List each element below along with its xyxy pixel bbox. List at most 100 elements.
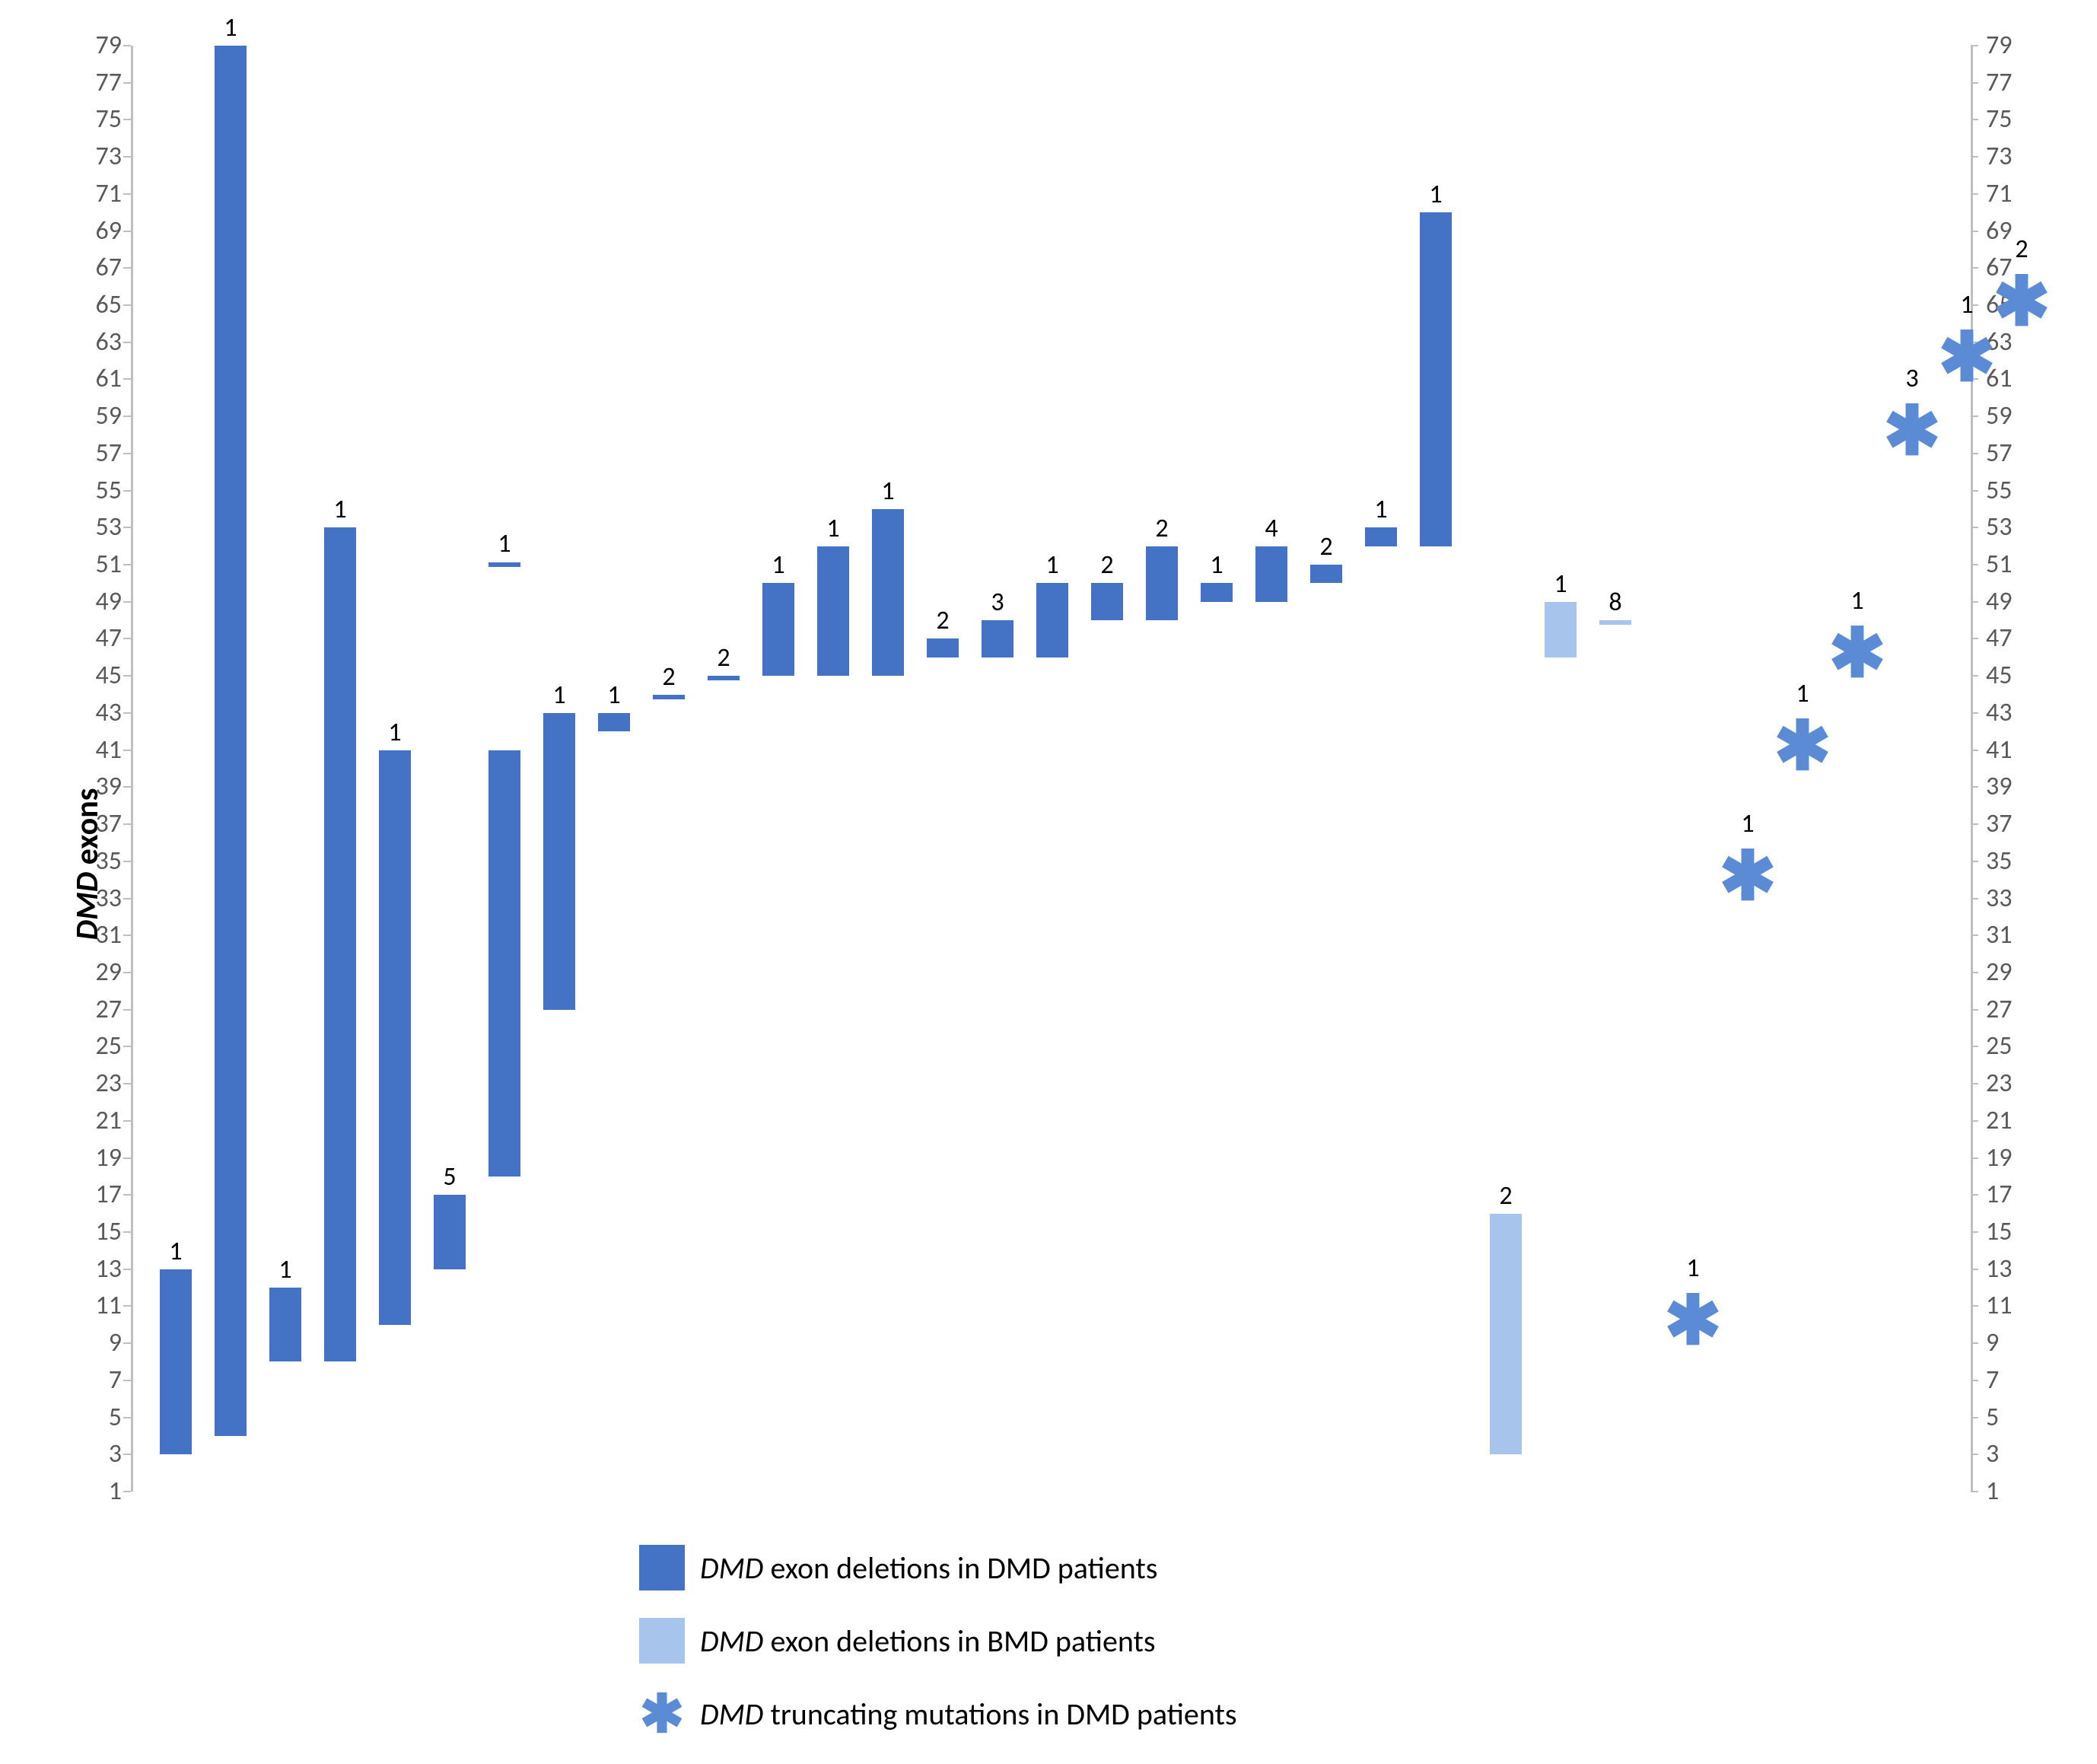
y-tick-right: 13 [1986, 1256, 2032, 1282]
dmd-deletion-bar [269, 1288, 301, 1361]
dmd-deletion-bar-count: 1 [607, 680, 620, 711]
truncating-star: ✱ [1664, 1287, 1721, 1355]
y-tick-left: 13 [76, 1256, 122, 1282]
y-tick-right: 73 [1986, 144, 2032, 170]
bmd-deletion-bar-count: 2 [1499, 1180, 1512, 1212]
y-tick-left: 61 [76, 366, 122, 392]
y-tick-right: 1 [1986, 1479, 2032, 1504]
y-tick-right: 45 [1986, 663, 2032, 689]
y-tick-left: 5 [76, 1405, 122, 1431]
dmd-deletion-bar [653, 695, 685, 699]
truncating-star: ✱ [1774, 712, 1831, 781]
y-tick-left: 29 [76, 960, 122, 985]
y-tick-right: 29 [1986, 960, 2032, 985]
y-tick-right: 33 [1986, 886, 2032, 912]
y-tick-left: 17 [76, 1182, 122, 1208]
dmd-deletion-bar [379, 750, 411, 1325]
y-tick-left: 41 [76, 737, 122, 763]
y-tick-right: 11 [1986, 1293, 2032, 1319]
y-tick-left: 35 [76, 849, 122, 874]
truncating-count: 1 [1960, 289, 1973, 320]
dmd-deletion-bar-count: 5 [443, 1161, 456, 1192]
y-tick-right: 41 [1986, 737, 2032, 763]
y-tick-right: 25 [1986, 1033, 2032, 1059]
legend-label: DMD exon deletions in DMD patients [700, 1549, 1157, 1587]
y-tick-left: 3 [76, 1441, 122, 1467]
y-tick-left: 47 [76, 626, 122, 651]
legend-swatch-icon [639, 1545, 685, 1590]
y-tick-left: 67 [76, 255, 122, 281]
legend-row: ✱ DMD truncating mutations in DMD patient… [639, 1691, 1237, 1737]
dmd-deletion-bar-count: 2 [662, 661, 675, 693]
legend-row: DMD exon deletions in DMD patients [639, 1545, 1237, 1590]
y-tick-left: 31 [76, 922, 122, 948]
dmd-deletion-count: 1 [498, 528, 511, 559]
dmd-deletion-bar-count: 1 [333, 494, 346, 525]
dmd-deletion-bar [1091, 583, 1123, 620]
truncating-count: 3 [1905, 363, 1918, 394]
dmd-deletion-bar [1255, 546, 1287, 602]
y-tick-left: 37 [76, 811, 122, 837]
y-tick-left: 9 [76, 1330, 122, 1356]
y-tick-right: 35 [1986, 849, 2032, 874]
dmd-deletion-bar [1420, 212, 1452, 546]
dmd-deletion-bar [1365, 527, 1397, 546]
y-tick-left: 53 [76, 514, 122, 540]
y-tick-right: 59 [1986, 403, 2032, 429]
dmd-exon-chart: DMD exons DMD exons 13579111315171921232… [0, 0, 2097, 1760]
y-tick-right: 31 [1986, 922, 2032, 948]
y-axis-line-right [1971, 46, 1973, 1492]
dmd-deletion-bar [598, 713, 630, 731]
y-tick-right: 53 [1986, 514, 2032, 540]
y-tick-left: 71 [76, 181, 122, 207]
y-tick-right: 19 [1986, 1145, 2032, 1171]
y-tick-left: 65 [76, 292, 122, 318]
bmd-deletion-bar [1545, 602, 1577, 658]
y-tick-left: 55 [76, 478, 122, 504]
plot-area: 111115111221112312214211218✱1✱1✱1✱1✱3✱1✱… [137, 46, 1963, 1492]
dmd-deletion-bar-count: 1 [881, 476, 894, 507]
dmd-deletion-bar [488, 750, 520, 1177]
dmd-deletion-bar [872, 509, 904, 676]
dmd-deletion-bar-count: 3 [991, 587, 1004, 618]
dmd-deletion-bar-count: 1 [772, 549, 784, 581]
dmd-deletion-bar-count: 1 [169, 1236, 182, 1267]
y-tick-left: 15 [76, 1219, 122, 1245]
y-tick-right: 37 [1986, 811, 2032, 837]
legend-label: DMD truncating mutations in DMD patients [700, 1696, 1237, 1733]
dmd-deletion-bar-count: 1 [826, 513, 839, 544]
y-tick-right: 49 [1986, 589, 2032, 615]
truncating-star: ✱ [1719, 842, 1776, 911]
y-tick-left: 63 [76, 330, 122, 355]
y-tick-left: 25 [76, 1033, 122, 1059]
y-tick-left: 7 [76, 1368, 122, 1393]
y-tick-right: 9 [1986, 1330, 2032, 1356]
dmd-deletion-bar [488, 562, 520, 567]
y-tick-right: 15 [1986, 1219, 2032, 1245]
dmd-deletion-bar [324, 527, 356, 1361]
dmd-deletion-bar-count: 1 [1045, 549, 1058, 581]
y-tick-left: 1 [76, 1479, 122, 1504]
truncating-count: 1 [1850, 585, 1863, 616]
dmd-deletion-bar-count: 1 [224, 12, 237, 43]
y-tick-right: 5 [1986, 1405, 2032, 1431]
legend-star-icon: ✱ [639, 1691, 685, 1737]
y-tick-left: 21 [76, 1108, 122, 1134]
dmd-deletion-bar-count: 2 [1155, 513, 1168, 544]
y-tick-right: 57 [1986, 441, 2032, 466]
y-tick-left: 79 [76, 33, 122, 59]
y-tick-right: 71 [1986, 181, 2032, 207]
y-axis-label-right: DMD exons [2092, 807, 2097, 884]
y-axis-ticks-left: 1357911131517192123252729313335373941434… [76, 46, 137, 1492]
y-tick-right: 51 [1986, 552, 2032, 578]
y-tick-left: 77 [76, 70, 122, 96]
dmd-deletion-bar-count: 1 [552, 680, 565, 711]
dmd-deletion-bar [1201, 583, 1233, 601]
y-tick-right: 43 [1986, 700, 2032, 726]
dmd-deletion-bar [160, 1269, 192, 1455]
dmd-deletion-bar-count: 4 [1265, 513, 1278, 544]
y-tick-right: 17 [1986, 1182, 2032, 1208]
dmd-deletion-bar [543, 713, 575, 1010]
truncating-star: ✱ [1938, 323, 1995, 392]
truncating-count: 1 [1796, 678, 1809, 709]
